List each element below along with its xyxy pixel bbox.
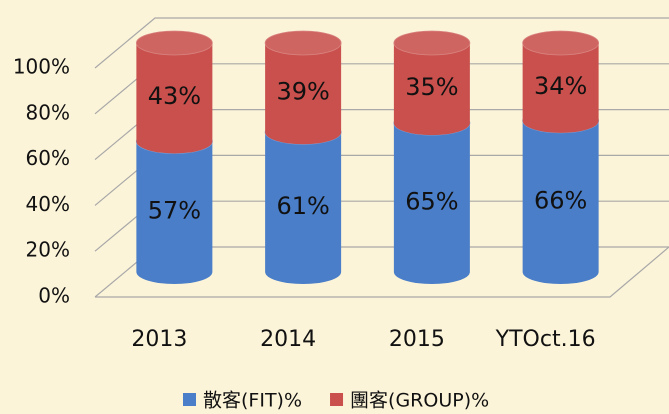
y-tick-label: 100% [13,55,70,79]
bar-cap [135,30,213,56]
data-label: 39% [276,78,329,106]
bar [265,132,342,284]
bar [136,141,213,284]
floor [95,246,669,298]
legend-swatch [330,393,344,406]
grid-line [94,17,669,69]
legend-label: 團客(GROUP)% [350,390,489,412]
x-tick-label: 2015 [389,327,445,352]
y-tick-label: 20% [26,238,70,262]
data-label: 35% [405,73,458,101]
bar [522,120,599,284]
data-label: 34% [534,72,587,100]
bar-cap [522,30,600,56]
data-label: 43% [148,82,201,110]
legend-label: 散客(FIT)% [203,390,302,412]
legend-swatch [183,393,196,406]
data-label: 66% [534,186,587,214]
bar [522,43,599,133]
bar [393,43,470,136]
data-label: 57% [148,197,201,225]
bar-cap [264,30,342,56]
bar [393,123,470,285]
x-tick-label: 2013 [131,327,187,352]
x-tick-label: 2014 [260,327,316,352]
bar-cap [393,30,471,56]
data-label: 65% [405,188,458,216]
bar [265,43,342,145]
y-tick-label: 60% [26,146,70,170]
bar [136,43,213,154]
y-tick-label: 80% [26,100,70,124]
y-tick-label: 40% [26,192,70,216]
x-tick-label: YTOct.16 [495,327,596,352]
data-label: 61% [276,192,329,220]
y-tick-label: 0% [38,284,70,308]
